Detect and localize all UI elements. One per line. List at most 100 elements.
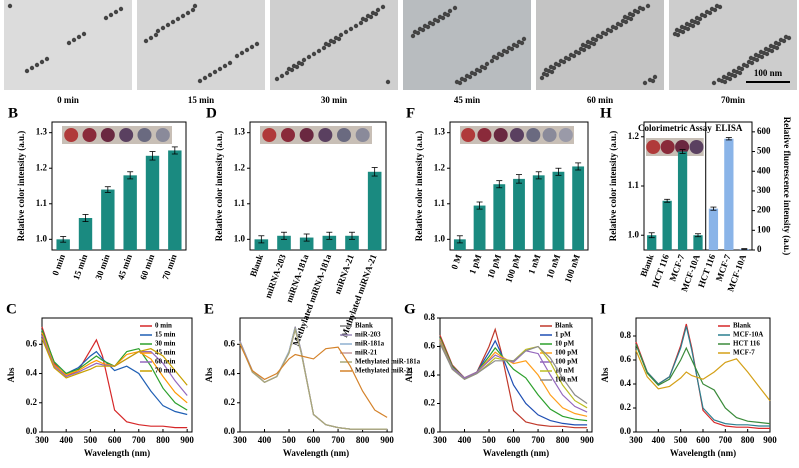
y-axis-label: Abs xyxy=(600,367,610,383)
legend-label: 15 min xyxy=(155,331,176,339)
x-tick-label: 70 min xyxy=(160,253,178,281)
y-tick-label: 1.0 xyxy=(434,233,446,243)
x-tick-label: miRNA-21 xyxy=(332,253,356,296)
x-tick-label: 800 xyxy=(556,435,570,445)
x-tick-label: 10 nM xyxy=(544,252,562,279)
y-axis-label: Abs xyxy=(404,367,414,383)
bar xyxy=(367,171,382,250)
x-tick-label: 900 xyxy=(763,435,777,445)
legend-label: Blank xyxy=(355,322,373,330)
scale-bar-label: 100 nm xyxy=(754,68,783,78)
y-tick-label: 1.2 xyxy=(234,162,246,172)
well xyxy=(337,128,351,142)
nanoparticle xyxy=(412,29,418,35)
tem-label: 30 min xyxy=(321,95,347,105)
nanoparticle xyxy=(207,72,213,78)
y-tick-label: 0.4 xyxy=(224,368,236,378)
y-tick-label: 1.2 xyxy=(36,162,48,172)
well xyxy=(510,128,524,142)
x-tick-label: miRNA-203 xyxy=(263,253,288,300)
bar xyxy=(145,155,160,250)
nanoparticle xyxy=(684,21,690,27)
y-axis-label: Relative color intensity (a.u.) xyxy=(608,131,618,242)
nanoparticle xyxy=(34,62,40,68)
x-tick-label: 800 xyxy=(156,435,170,445)
well xyxy=(477,128,492,142)
well xyxy=(119,128,134,142)
nanoparticle xyxy=(605,27,611,33)
well xyxy=(646,140,661,154)
legend-label: 10 nM xyxy=(555,367,575,375)
x-tick-label: 700 xyxy=(132,435,146,445)
nanoparticle xyxy=(422,23,428,29)
nanoparticle xyxy=(286,66,292,72)
x-tick-label: 700 xyxy=(719,435,733,445)
y-tick-label: 500 xyxy=(757,146,771,156)
legend-label: miR-21 xyxy=(355,349,378,357)
y-tick-label: 1.1 xyxy=(434,198,446,208)
bar xyxy=(473,205,486,250)
nanoparticle xyxy=(573,49,579,55)
x-tick-label: 30 min xyxy=(93,253,111,281)
x-tick-label: 300 xyxy=(433,435,447,445)
well-photo xyxy=(260,126,372,144)
y-axis-label: Relative color intensity (a.u.) xyxy=(414,131,424,242)
legend-label: Methylated miR-181a xyxy=(355,358,421,366)
nanoparticle xyxy=(153,32,159,38)
nanoparticle xyxy=(217,66,223,72)
legend-label: 1 pM xyxy=(555,331,571,339)
nanoparticle xyxy=(338,32,344,38)
nanoparticle xyxy=(645,3,651,9)
x-tick-label: 900 xyxy=(380,435,394,445)
legend-label: MCF-7 xyxy=(733,349,755,357)
y-tick-label: 1.1 xyxy=(234,198,246,208)
nanoparticle xyxy=(454,79,460,85)
x-tick-label: 100 pM xyxy=(503,252,523,283)
spectrum-line xyxy=(635,350,771,402)
x-tick-label: 500 xyxy=(482,435,496,445)
nanoparticle xyxy=(642,80,648,86)
nanoparticle xyxy=(296,60,302,66)
nanoparticle xyxy=(432,17,438,23)
bar xyxy=(453,239,466,250)
plot-frame xyxy=(239,317,393,433)
panel-label: B xyxy=(8,105,18,121)
nanoparticle xyxy=(358,20,364,26)
nanoparticle xyxy=(563,55,569,61)
well xyxy=(660,140,675,154)
y-tick-label: 0.6 xyxy=(424,341,436,351)
y-tick-label: 1.1 xyxy=(36,198,48,208)
nanoparticle xyxy=(568,52,574,58)
nanoparticle xyxy=(113,9,119,15)
nanoparticle xyxy=(212,69,218,75)
y-tick-label: 200 xyxy=(757,205,771,215)
spectrum-line xyxy=(239,327,388,430)
plot-frame xyxy=(41,317,193,433)
x-tick-label: 800 xyxy=(741,435,755,445)
nanoparticle xyxy=(672,31,678,37)
panel-label: G xyxy=(404,301,416,317)
nanoparticle xyxy=(360,16,366,22)
tem-label: 45 min xyxy=(454,95,480,105)
tem-image xyxy=(4,0,132,90)
nanoparticle xyxy=(76,34,82,40)
bar xyxy=(513,178,525,250)
nanoparticle xyxy=(637,5,643,11)
spectrum-line xyxy=(41,329,188,411)
x-tick-label: miRNA-181a xyxy=(284,253,311,304)
bar xyxy=(572,166,585,250)
nanoparticle xyxy=(417,26,423,32)
section-label: ELISA xyxy=(715,123,743,133)
nanoparticle xyxy=(192,3,198,9)
tem-image xyxy=(137,0,265,90)
bar xyxy=(677,151,688,250)
x-tick-label: 600 xyxy=(108,435,122,445)
nanoparticle xyxy=(459,76,465,82)
nanoparticle xyxy=(736,65,742,71)
y-tick-label: 0.0 xyxy=(26,426,38,436)
nanoparticle xyxy=(627,11,633,17)
nanoparticle xyxy=(709,6,715,12)
bar xyxy=(552,171,565,250)
panel-label: D xyxy=(206,105,217,121)
y-tick-label: 0.8 xyxy=(620,330,632,340)
